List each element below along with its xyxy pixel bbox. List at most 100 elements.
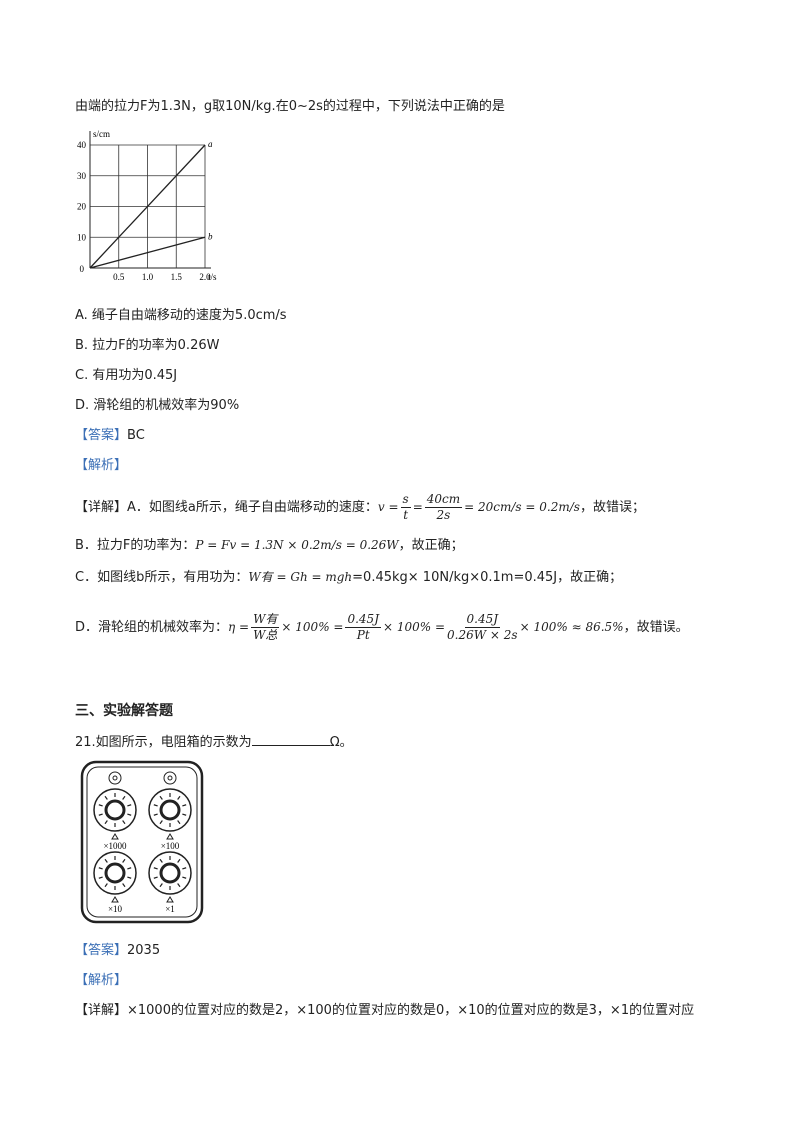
- box-outline: [80, 760, 204, 924]
- dial: [93, 788, 137, 832]
- answer: 【答案】BC: [75, 426, 145, 446]
- dial-pointer: [111, 833, 119, 840]
- detail-end: ，故错误。: [623, 620, 689, 635]
- dial-tick: [122, 883, 126, 888]
- dial-tick: [127, 804, 132, 807]
- dial-pointer: [166, 896, 174, 903]
- dial-tick: [122, 858, 126, 863]
- formula: W有 = Gh = mgh: [248, 570, 352, 584]
- denominator: t: [403, 508, 409, 522]
- formula: η = W有 W总 × 100% = 0.45J Pt × 100% = 0.45J 0.26W…: [228, 612, 624, 642]
- dial-knob: [159, 862, 181, 884]
- y-axis-label: s/cm: [93, 129, 110, 139]
- y-tick-label: 10: [77, 232, 87, 242]
- numerator: 0.45J: [345, 612, 381, 628]
- question-unit: Ω。: [329, 735, 353, 750]
- detail-text: C．如图线b所示，有用功为：: [75, 570, 249, 585]
- dial-tick: [177, 858, 181, 863]
- dial: [93, 851, 137, 895]
- detail-end: =0.45kg× 10N/kg×0.1m=0.45J，故正确；: [352, 570, 623, 585]
- numerator: 40cm: [424, 492, 463, 508]
- dial-pointer: [166, 833, 174, 840]
- x-tick-label: 2.0: [199, 272, 211, 282]
- dial-tick: [127, 867, 132, 870]
- dial-tick: [159, 795, 163, 800]
- dial-tick: [177, 795, 181, 800]
- detail-text: B．拉力F的功率为：: [75, 538, 196, 553]
- y-tick-label: 30: [77, 171, 87, 181]
- dial-label: ×100: [161, 841, 180, 851]
- intro: 由端的拉力F为1.3N，g取10N/kg.在0~2s的过程中，下列说法中正确的是: [75, 99, 505, 114]
- formula-part: P = Fv = 1.3N × 0.2m/s = 0.26W: [195, 538, 399, 552]
- answer-label: 【答案】: [75, 428, 128, 443]
- denominator: Pt: [356, 628, 370, 642]
- dial-tick: [153, 813, 158, 816]
- dial-tick: [104, 820, 108, 825]
- dial-tick: [98, 813, 103, 816]
- detail: 【详解】×1000的位置对应的数是2，×100的位置对应的数是0，×10的位置对…: [75, 1003, 695, 1018]
- dial-tick: [159, 883, 163, 888]
- x-axis-label: t/s: [208, 272, 217, 282]
- detail-text: D．滑轮组的机械效率为：: [75, 620, 229, 635]
- numerator: 0.45J: [464, 612, 501, 628]
- dial-tick: [104, 883, 108, 888]
- dial-knob: [159, 799, 181, 821]
- dial-tick: [127, 813, 132, 816]
- formula-part: η =: [228, 620, 250, 634]
- dial-tick: [98, 876, 103, 879]
- question-text: 21.如图所示，电阻箱的示数为: [75, 735, 252, 750]
- dial-tick: [182, 876, 187, 879]
- detail-text: 【详解】A．如图线a所示，绳子自由端移动的速度：: [75, 500, 378, 515]
- answer-value: 2035: [127, 943, 161, 958]
- origin-label: 0: [80, 264, 85, 274]
- dial-tick: [177, 883, 181, 888]
- data-line: [89, 236, 206, 269]
- y-tick-label: 40: [77, 140, 87, 150]
- x-tick-label: 1.5: [171, 272, 183, 282]
- question: 21.如图所示，电阻箱的示数为 Ω。: [75, 731, 353, 753]
- option: C. 有用功为0.45J: [75, 368, 178, 383]
- analysis-label: 【解析】: [75, 458, 128, 473]
- dial-tick: [177, 820, 181, 825]
- dial-knob: [104, 799, 126, 821]
- denominator: W总: [253, 628, 278, 642]
- detail-end: ，故正确；: [398, 538, 464, 553]
- dial-tick: [159, 858, 163, 863]
- y-tick-label: 20: [77, 202, 87, 212]
- option: B. 拉力F的功率为0.26W: [75, 338, 220, 353]
- dials: ×1000 ×100 ×10 ×1: [93, 788, 192, 914]
- dial-pointer: [111, 896, 119, 903]
- dial-tick: [159, 820, 163, 825]
- dial-tick: [122, 820, 126, 825]
- box-inner: [86, 766, 198, 918]
- numerator: s: [400, 492, 411, 508]
- denominator: 0.26W × 2s: [447, 628, 518, 642]
- formula-part: × 100% ≈ 86.5%: [519, 620, 624, 634]
- dial-tick: [127, 876, 132, 879]
- resistance-box: ×1000 ×100 ×10 ×1: [80, 760, 204, 924]
- formula-part: W有 = Gh = mgh: [248, 570, 353, 584]
- detail: D．滑轮组的机械效率为：η = W有 W总 × 100% = 0.45J Pt × 100%…: [75, 612, 689, 643]
- formula: v = s t = 40cm 2s = 20cm/s = 0.2m/s: [378, 492, 580, 522]
- formula-part: =: [412, 500, 423, 514]
- dial: [148, 851, 192, 895]
- dial-tick: [182, 804, 187, 807]
- fraction: 0.45J Pt: [345, 612, 381, 643]
- dial-tick: [122, 795, 126, 800]
- data-line: [89, 144, 206, 269]
- fraction: 40cm 2s: [424, 492, 463, 523]
- dial-label: ×1: [165, 904, 175, 914]
- dial-tick: [104, 795, 108, 800]
- detail: B．拉力F的功率为：P = Fv = 1.3N × 0.2m/s = 0.26W…: [75, 535, 464, 556]
- answer: 【答案】2035: [75, 941, 160, 961]
- x-tick-label: 0.5: [113, 272, 125, 282]
- answer-blank: [251, 731, 330, 746]
- dial-tick: [182, 867, 187, 870]
- dial-tick: [104, 858, 108, 863]
- line-label: a: [208, 139, 213, 149]
- formula-part: × 100% =: [281, 620, 344, 634]
- dial-tick: [98, 867, 103, 870]
- dial-tick: [98, 804, 103, 807]
